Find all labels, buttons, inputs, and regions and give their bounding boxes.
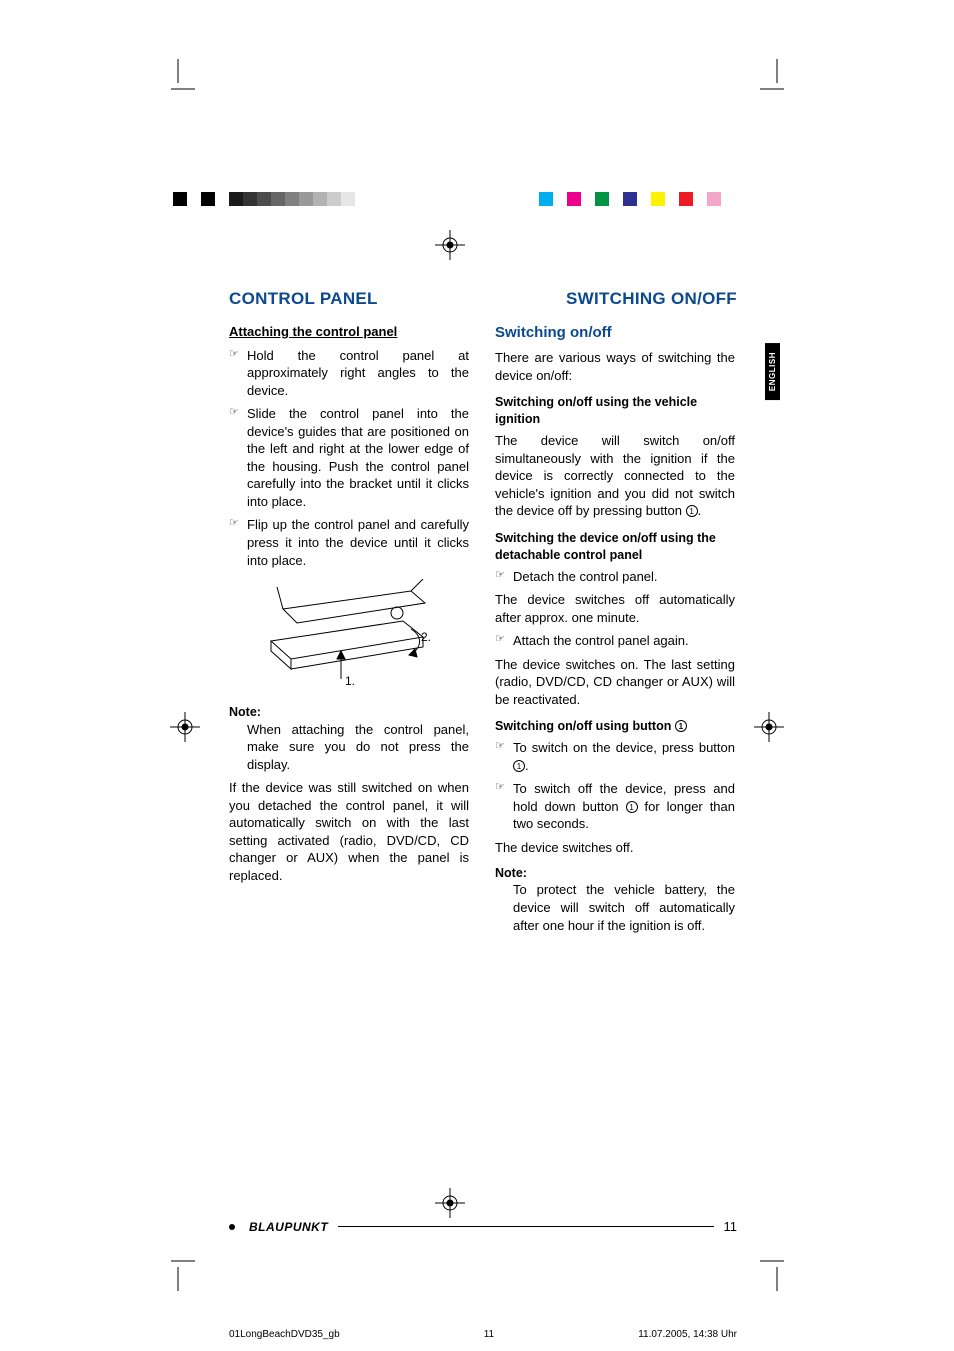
sub-ignition: Switching on/off using the vehicle ignit… <box>495 394 735 428</box>
registration-target-top <box>435 230 465 265</box>
crop-mark-tl <box>161 59 195 93</box>
attach-heading: Attaching the control panel <box>229 323 469 341</box>
switch-on-step: To switch on the device, press button 1. <box>495 739 735 774</box>
attach-step-3: Flip up the control panel and carefully … <box>229 516 469 569</box>
sub-button-text: Switching on/off using button <box>495 719 675 733</box>
note-label-right: Note: <box>495 865 735 882</box>
button-ref-icon: 1 <box>626 801 638 813</box>
left-tail-paragraph: If the device was still switched on when… <box>229 779 469 884</box>
control-panel-diagram: 1. 2. <box>253 579 469 694</box>
note-body-left: When attaching the control panel, make s… <box>229 721 469 774</box>
meta-filename: 01LongBeachDVD35_gb <box>229 1329 340 1340</box>
registration-target-left <box>170 712 200 747</box>
left-column: Attaching the control panel Hold the con… <box>229 323 469 940</box>
header-right: SWITCHING ON/OFF <box>566 289 737 309</box>
attach-step-1: Hold the control panel at approximately … <box>229 347 469 400</box>
registration-target-bottom <box>435 1188 465 1223</box>
print-meta: 01LongBeachDVD35_gb 11 11.07.2005, 14:38… <box>229 1329 737 1340</box>
sub-button: Switching on/off using button 1 <box>495 718 735 735</box>
ignition-p-b: . <box>698 503 702 518</box>
page-number: 11 <box>724 1219 738 1234</box>
brand-logo: BLAUPUNKT <box>249 1220 328 1234</box>
footer: BLAUPUNKT 11 <box>229 1219 737 1234</box>
switching-title: Switching on/off <box>495 323 735 343</box>
note-label-left: Note: <box>229 704 469 721</box>
print-strip-right <box>525 192 735 206</box>
reactivate-paragraph: The device switches on. The last setting… <box>495 656 735 709</box>
language-tab: ENGLISH <box>765 343 780 400</box>
attach-step-2: Slide the control panel into the device'… <box>229 405 469 510</box>
auto-off-paragraph: The device switches off automatically af… <box>495 591 735 626</box>
attach-steps: Hold the control panel at approximately … <box>229 347 469 570</box>
ignition-paragraph: The device will switch on/off simultaneo… <box>495 432 735 520</box>
print-strip-left <box>173 192 369 206</box>
detach-step: Detach the control panel. <box>495 568 735 586</box>
switch-on-a: To switch on the device, press button <box>513 740 735 755</box>
diagram-label-1: 1. <box>345 674 355 688</box>
switching-intro: There are various ways of switching the … <box>495 349 735 384</box>
switch-off-step: To switch off the device, press and hold… <box>495 780 735 833</box>
sub-detachable: Switching the device on/off using the de… <box>495 530 735 564</box>
switches-off-paragraph: The device switches off. <box>495 839 735 857</box>
note-body-right: To protect the vehicle battery, the devi… <box>495 881 735 934</box>
crop-mark-tr <box>760 59 794 93</box>
button-ref-icon: 1 <box>513 760 525 772</box>
footer-rule <box>338 1226 713 1227</box>
button-ref-icon: 1 <box>686 505 698 517</box>
crop-mark-bl <box>161 1257 195 1291</box>
right-column: Switching on/off There are various ways … <box>495 323 735 940</box>
button-ref-icon: 1 <box>675 720 687 732</box>
crop-mark-br <box>760 1257 794 1291</box>
registration-target-right <box>754 712 784 747</box>
brand-dot-icon <box>229 1224 235 1230</box>
switch-on-b: . <box>525 758 529 773</box>
meta-timestamp: 11.07.2005, 14:38 Uhr <box>638 1329 737 1340</box>
header-left: CONTROL PANEL <box>229 289 378 309</box>
meta-sheet: 11 <box>484 1329 494 1340</box>
reattach-step: Attach the control panel again. <box>495 632 735 650</box>
diagram-label-2: 2. <box>421 630 431 644</box>
